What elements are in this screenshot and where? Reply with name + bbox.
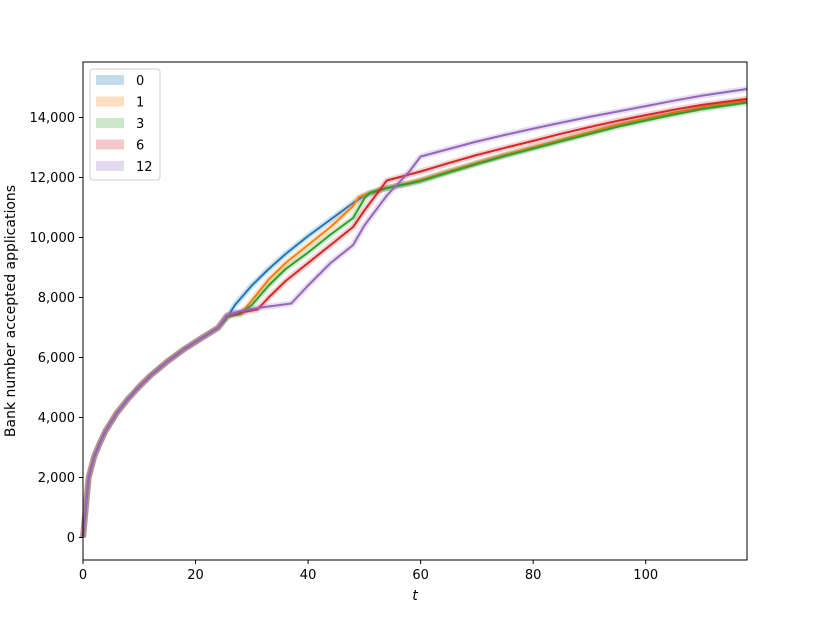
legend-swatch-12 [96,161,124,171]
x-tick-label: 20 [187,568,204,583]
x-tick-label: 100 [633,568,658,583]
plot-frame [82,61,748,561]
y-tick-label: 0 [67,531,75,546]
legend: 0 1 3 6 12 [89,68,161,181]
y-tick-label: 8,000 [38,291,75,306]
legend-swatch-3 [96,118,124,128]
x-axis-label: t [412,588,418,604]
y-tick-label: 6,000 [38,351,75,366]
legend-label-12: 12 [136,160,153,175]
legend-label-0: 0 [136,74,144,89]
y-axis-label: Bank number accepted applications [3,185,19,437]
x-tick-label: 60 [412,568,429,583]
legend-label-1: 1 [136,96,144,111]
x-tick-label: 80 [525,568,542,583]
x-tick-label: 0 [79,568,87,583]
y-tick-label: 4,000 [38,411,75,426]
x-axis: 0 20 40 60 80 100 [79,560,658,583]
series-layer [80,86,748,538]
y-tick-label: 10,000 [30,231,76,246]
legend-frame [89,68,161,181]
y-tick-label: 12,000 [30,171,76,186]
series-line-12 [82,88,748,538]
legend-swatch-6 [96,139,124,150]
legend-items: 0 1 3 6 12 [96,74,153,175]
legend-swatch-1 [96,96,124,107]
y-axis: 0 2,000 4,000 6,000 8,000 10,000 12,000 14,000 [30,111,83,546]
x-tick-label: 40 [300,568,317,583]
legend-swatch-0 [96,75,124,85]
y-tick-label: 14,000 [30,111,76,126]
legend-label-6: 6 [136,139,144,154]
legend-label-3: 3 [136,117,144,132]
y-tick-label: 2,000 [38,471,75,486]
